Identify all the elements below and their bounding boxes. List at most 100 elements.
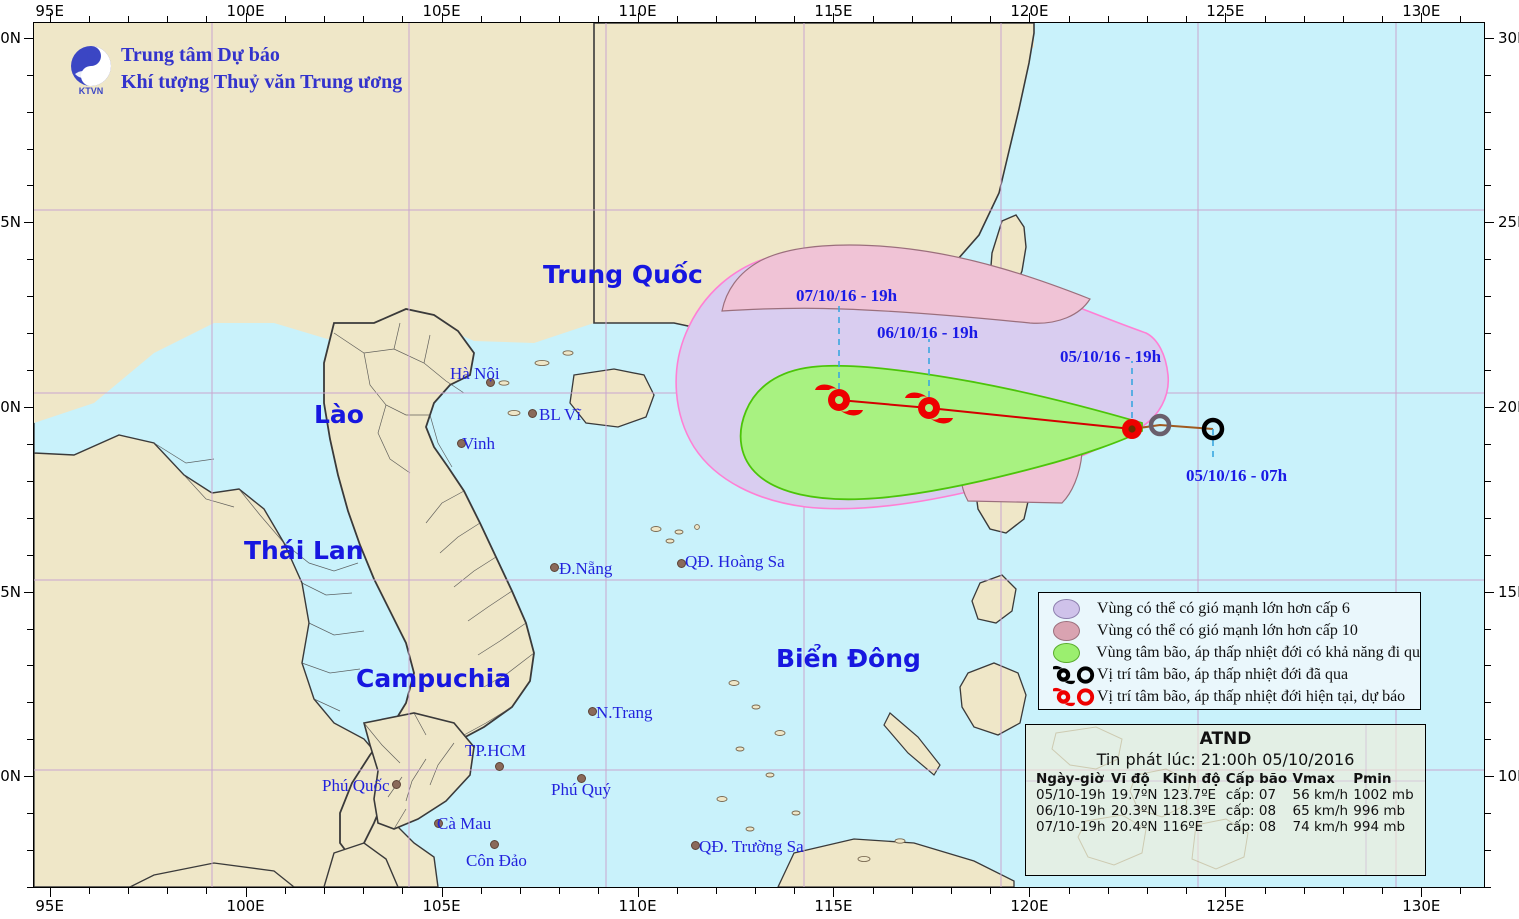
axis-tick	[245, 888, 247, 897]
axis-tick	[598, 16, 600, 22]
city-marker-dot	[495, 762, 504, 771]
ktvn-globe-logo-icon: KTVN	[71, 46, 111, 96]
axis-tick	[1107, 16, 1109, 22]
axis-tick	[676, 888, 678, 894]
axis-tick	[637, 888, 639, 897]
axis-tick	[1460, 888, 1462, 894]
forecast-cell-datetime: 06/10-19h	[1036, 803, 1106, 819]
axis-tick	[1225, 13, 1227, 22]
label-leaders	[838, 301, 1214, 459]
axis-tick	[167, 888, 169, 894]
landmass-indochina	[34, 23, 439, 887]
legend-color-blob	[1053, 643, 1080, 663]
city-marker-dot	[691, 841, 700, 850]
forecast-table-body: 05/10-19h 19.7ºN 123.7ºE cấp: 07 56 km/h 1002…	[1034, 787, 1417, 835]
axis-tick	[1485, 591, 1494, 593]
axis-tick-label: 20N	[1498, 398, 1519, 416]
axis-tick	[88, 888, 90, 894]
track-time-label-3: 05/10/16 - 07h	[1186, 466, 1288, 485]
axis-tick	[1264, 888, 1266, 894]
map-canvas[interactable]: Trung Quốc Lào Thái Lan Campuchia Biển Đông H…	[33, 22, 1485, 888]
axis-tick	[872, 16, 874, 22]
axis-tick	[1146, 888, 1148, 894]
legend-row-2: Vùng tâm bão, áp thấp nhiệt đới có khả n…	[1039, 642, 1420, 664]
forecast-cell-grade: cấp: 08	[1225, 819, 1277, 835]
forecast-cell-pmin: 994 mb	[1353, 819, 1406, 835]
forecast-cell-datetime: 07/10-19h	[1036, 819, 1106, 835]
axis-tick-label: 15N	[1498, 582, 1519, 601]
axis-tick	[872, 888, 874, 894]
country-label-2: Thái Lan	[244, 536, 364, 565]
axis-tick	[911, 16, 913, 22]
axis-tick	[27, 813, 33, 815]
axis-tick-label: 130E	[1402, 2, 1441, 20]
axis-tick	[1068, 16, 1070, 22]
axis-tick	[441, 888, 443, 897]
legend-label: Vùng có thể có gió mạnh lớn hơn cấp 6	[1097, 600, 1350, 617]
axis-tick-label: 105E	[422, 2, 461, 20]
axis-tick	[24, 591, 33, 593]
city-marker-dot	[677, 559, 686, 568]
city-label-9: Cà Mau	[437, 814, 492, 833]
axis-tick	[833, 13, 835, 22]
axis-tick	[519, 888, 521, 894]
axis-tick	[755, 16, 757, 22]
forecast-cell-pmin: 1002 mb	[1353, 787, 1414, 803]
city-marker-dot	[577, 774, 586, 783]
axis-tick	[206, 16, 208, 22]
island-palawan	[883, 712, 941, 776]
axis-tick	[1485, 333, 1491, 335]
axis-tick-label: 25N	[1498, 213, 1519, 232]
axis-tick	[990, 16, 992, 22]
axis-tick	[519, 16, 521, 22]
forecast-cell-grade: cấp: 07	[1225, 787, 1277, 803]
current-position-marker	[1122, 419, 1142, 439]
axis-tick	[1485, 628, 1491, 630]
axis-tick-label: 10N	[0, 767, 21, 786]
axis-tick	[1485, 702, 1491, 704]
city-marker-dot	[588, 707, 597, 716]
city-marker-dot	[486, 378, 495, 387]
axis-tick	[833, 888, 835, 897]
storm-name: ATND	[1199, 729, 1252, 749]
forecast-cone-layer	[675, 244, 1170, 510]
axis-tick	[1485, 407, 1494, 408]
city-label-0: Hà Nội	[450, 364, 500, 383]
axis-tick	[1485, 296, 1491, 298]
axis-tick	[402, 888, 404, 894]
axis-tick	[284, 16, 286, 22]
forecast-track-line	[838, 399, 1133, 430]
axis-tick	[1029, 888, 1031, 897]
axis-tick	[715, 16, 717, 22]
axis-tick	[1303, 16, 1305, 22]
country-label-1: Lào	[314, 400, 364, 429]
city-marker-dot	[490, 840, 499, 849]
axis-tick	[27, 887, 33, 888]
forecast-table-row: 07/10-19h 20.4ºN 116ºE cấp: 08 74 km/h 994 mb	[1034, 819, 1417, 835]
axis-tick-label: 130E	[1402, 897, 1441, 915]
axis-tick	[363, 888, 365, 894]
axis-tick-label: 10N	[1498, 767, 1519, 786]
agency-name-line1: Trung tâm Dự báo	[121, 44, 280, 66]
city-label-3: Đ.Nẵng	[559, 559, 613, 578]
forecast-col-header-0: Ngày-giờ	[1036, 771, 1104, 787]
axis-tick-label: 120E	[1010, 2, 1049, 20]
axis-tick	[1485, 37, 1494, 39]
forecast-col-header-5: Pmin	[1353, 771, 1392, 787]
axis-tick	[27, 850, 33, 852]
legend-color-blob	[1053, 599, 1080, 619]
axis-tick	[1186, 16, 1188, 22]
axis-tick	[1382, 16, 1384, 22]
cyclone-ring-pair-icon	[1053, 687, 1095, 707]
axis-tick	[1485, 517, 1491, 519]
legend-symbol-cyclone-ring-red	[1039, 687, 1097, 707]
axis-tick	[402, 16, 404, 22]
axis-tick	[128, 888, 130, 894]
legend-row-0: Vùng có thể có gió mạnh lớn hơn cấp 6	[1039, 598, 1420, 620]
axis-tick	[1421, 888, 1423, 897]
axis-tick	[363, 16, 365, 22]
axis-tick	[27, 443, 33, 445]
track-time-label-1: 06/10/16 - 19h	[877, 323, 979, 342]
forecast-cell-vmax: 74 km/h	[1292, 819, 1349, 835]
